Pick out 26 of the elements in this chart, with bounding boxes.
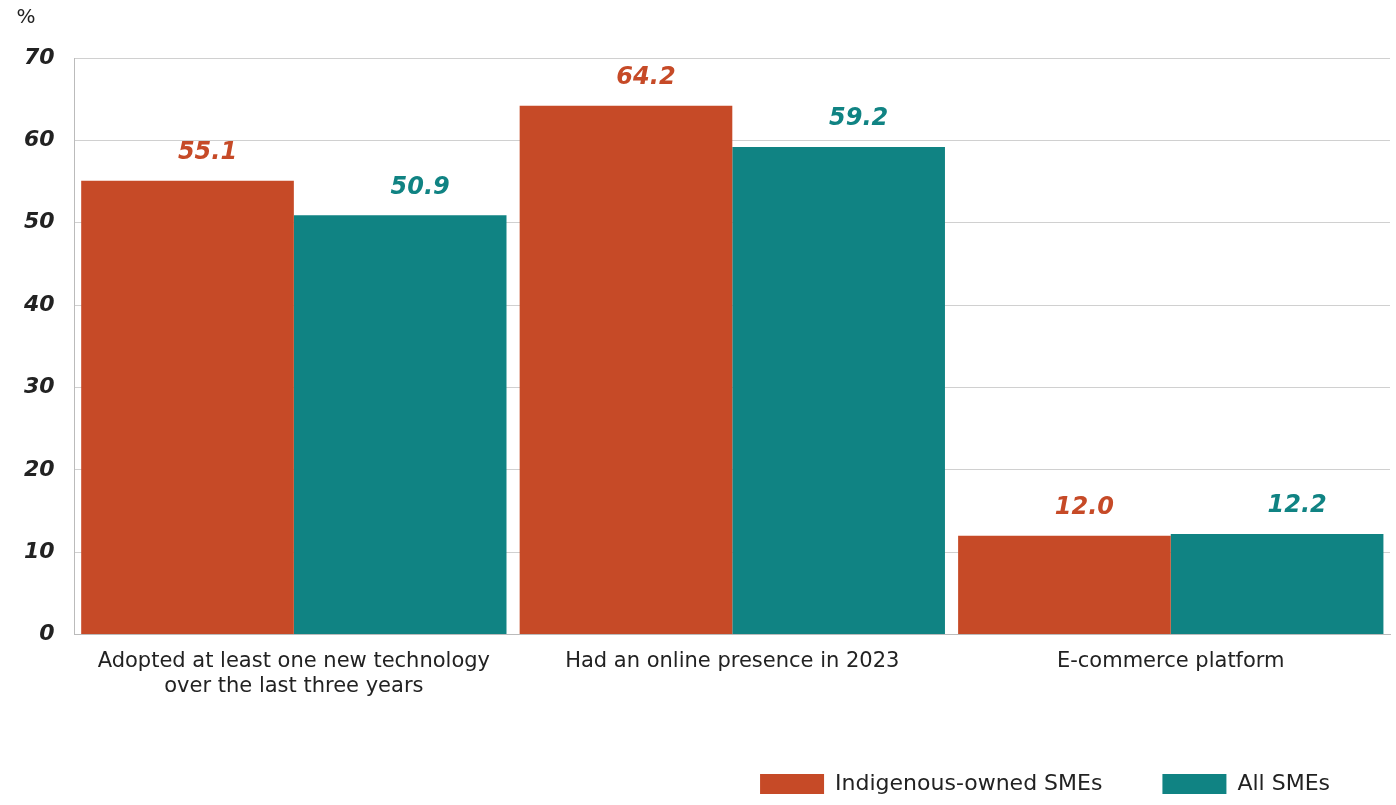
x-tick-label: Adopted at least one new technology over the last three years — [97, 647, 491, 697]
bar — [519, 105, 733, 635]
bar — [81, 180, 294, 635]
y-axis-title: % — [16, 4, 36, 29]
y-tick-label: 50 — [23, 208, 55, 234]
data-label: 50.9 — [390, 171, 450, 200]
data-label: 12.0 — [1054, 491, 1115, 520]
data-label: 64.2 — [616, 62, 676, 91]
data-label: 55.1 — [177, 136, 238, 165]
x-tick-label: E-commerce platform — [1056, 647, 1285, 672]
y-tick-label: 30 — [23, 373, 55, 399]
y-tick-label: 40 — [22, 290, 55, 316]
x-tick-label: Had an online presence in 2023 — [565, 647, 900, 672]
bar — [958, 535, 1171, 635]
legend-label: All SMEs — [1237, 769, 1330, 795]
data-label: 12.2 — [1267, 490, 1327, 519]
bar — [732, 146, 945, 635]
data-label: 59.2 — [829, 103, 889, 132]
y-tick-label: 20 — [23, 455, 55, 481]
y-tick-label: 60 — [23, 126, 55, 152]
bar — [293, 215, 507, 635]
y-tick-label: 10 — [23, 537, 55, 563]
y-tick-label: 0 — [39, 620, 55, 646]
y-tick-label: 70 — [23, 43, 55, 69]
bar — [1170, 534, 1384, 635]
legend-label: Indigenous-owned SMEs — [835, 769, 1103, 795]
